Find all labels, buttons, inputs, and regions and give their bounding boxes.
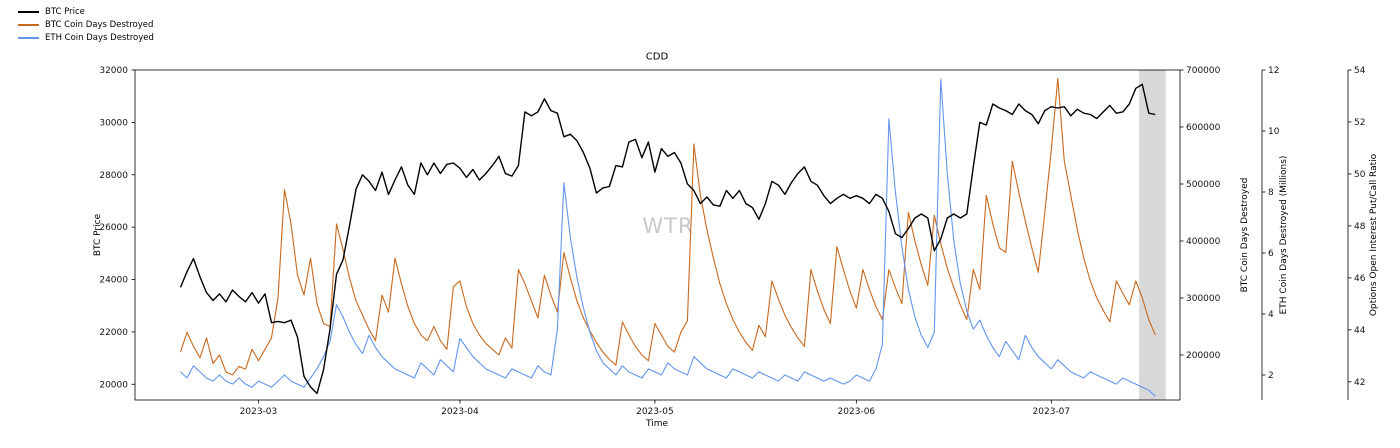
y-tick-label: 52 [1354, 118, 1365, 128]
legend-item: ETH Coin Days Destroyed [18, 32, 154, 43]
y-tick-label: 500000 [1186, 180, 1221, 190]
x-tick-label: 2023-04 [441, 407, 479, 417]
x-tick-label: 2023-03 [240, 407, 278, 417]
plot-border [134, 69, 1181, 401]
y-tick-label: 42 [1354, 378, 1365, 388]
y-tick-label: 400000 [1186, 237, 1221, 247]
legend-swatch [18, 10, 39, 13]
y-tick-label: 2 [1268, 371, 1274, 381]
y-tick-label: 44 [1354, 326, 1366, 336]
x-axis-label: Time [645, 419, 669, 429]
x-tick-label: 2023-05 [636, 407, 674, 417]
y-axis-label-btc-price: BTC Price [93, 213, 103, 257]
y-tick-label: 20000 [99, 380, 128, 390]
legend-item: BTC Coin Days Destroyed [18, 19, 154, 30]
y-tick-label: 48 [1354, 222, 1366, 232]
y-tick-label: 50 [1354, 170, 1366, 180]
y-tick-label: 46 [1354, 274, 1366, 284]
y-tick-label: 4 [1268, 310, 1274, 320]
series-btc-price [179, 83, 1156, 395]
x-tick-label: 2023-07 [1033, 407, 1071, 417]
legend-label: ETH Coin Days Destroyed [45, 32, 154, 43]
y-tick-label: 10 [1268, 127, 1280, 137]
y-tick-label: 26000 [99, 223, 128, 233]
highlight-band [1139, 70, 1166, 400]
watermark: WTR [642, 214, 694, 238]
y-axis-label-btc-cdd: BTC Coin Days Destroyed [1240, 177, 1250, 293]
legend-swatch [18, 36, 39, 39]
y-tick-label: 300000 [1186, 294, 1221, 304]
legend: BTC Price BTC Coin Days Destroyed ETH Coin… [18, 6, 154, 43]
y-tick-label: 700000 [1186, 66, 1221, 76]
y-tick-label: 28000 [99, 171, 128, 181]
legend-swatch [18, 23, 39, 26]
legend-label: BTC Price [45, 6, 85, 17]
series-eth-cdd [180, 78, 1156, 397]
y-tick-label: 200000 [1186, 351, 1221, 361]
x-tick-label: 2023-06 [838, 407, 876, 417]
y-tick-label: 54 [1354, 66, 1366, 76]
y-tick-label: 30000 [99, 118, 128, 128]
chart-title: CDD [645, 51, 669, 63]
legend-label: BTC Coin Days Destroyed [45, 19, 154, 30]
legend-item: BTC Price [18, 6, 154, 17]
y-tick-label: 32000 [99, 66, 128, 76]
y-tick-label: 6 [1268, 249, 1274, 259]
y-tick-label: 8 [1268, 188, 1274, 198]
y-tick-label: 600000 [1186, 123, 1221, 133]
series-btc-cdd [179, 77, 1156, 376]
y-tick-label: 24000 [99, 276, 128, 286]
y-tick-label: 22000 [99, 328, 128, 338]
y-axis-label-eth-cdd: ETH Coin Days Destroyed (Millions) [1279, 155, 1289, 315]
y-tick-label: 12 [1268, 66, 1279, 76]
y-axis-label-put-call: Options Open Interest Put/Call Ratio [1369, 153, 1379, 317]
